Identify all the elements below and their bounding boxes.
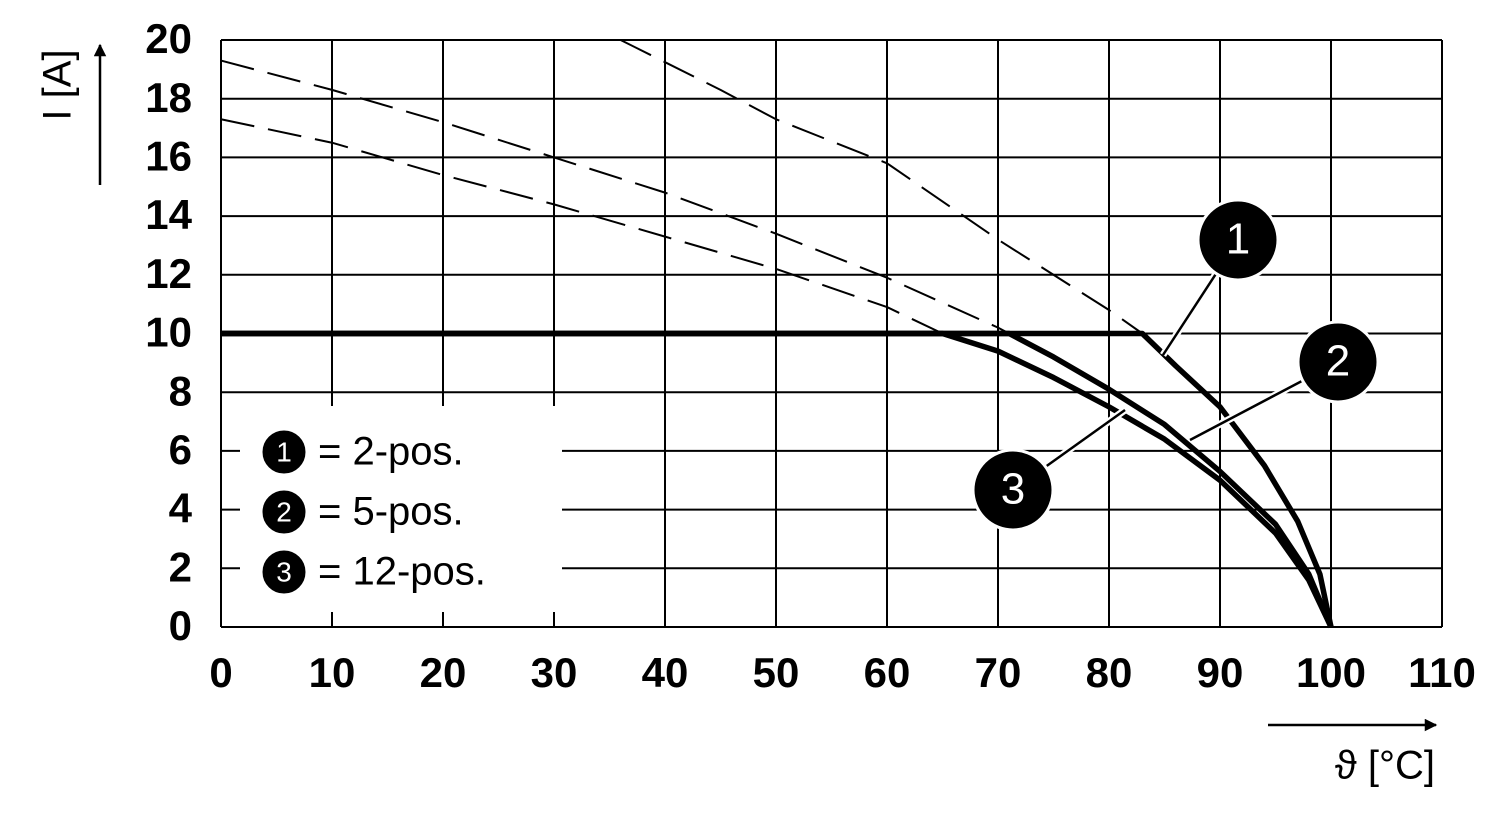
x-tick-label: 0 bbox=[209, 649, 232, 696]
y-tick-label: 14 bbox=[145, 191, 192, 238]
badge-label: 2 bbox=[1326, 337, 1350, 386]
badge bbox=[259, 487, 309, 537]
y-axis-title: I [A] bbox=[36, 49, 80, 120]
y-tick-label: 18 bbox=[145, 74, 192, 121]
y-tick-label: 16 bbox=[145, 132, 192, 179]
badge bbox=[1296, 320, 1380, 404]
x-tick-label: 60 bbox=[864, 649, 911, 696]
x-tick-label: 110 bbox=[1408, 649, 1476, 696]
derating-line bbox=[221, 330, 1334, 629]
x-tick-label: 80 bbox=[1086, 649, 1133, 696]
derating-line bbox=[221, 330, 1334, 628]
dashed-line bbox=[220, 59, 1010, 335]
badge-label: 2 bbox=[276, 496, 292, 527]
y-tick-label: 10 bbox=[145, 309, 192, 356]
x-tick-label: 40 bbox=[642, 649, 689, 696]
derating-line bbox=[221, 330, 1334, 629]
x-axis-title: ϑ [°C] bbox=[1335, 744, 1435, 788]
badge-label: 1 bbox=[1226, 215, 1250, 264]
y-tick-label: 2 bbox=[169, 543, 192, 590]
badge-label: 1 bbox=[276, 436, 292, 467]
x-tick-label: 10 bbox=[309, 649, 356, 696]
y-tick-label: 4 bbox=[169, 485, 193, 532]
x-tick-label: 50 bbox=[753, 649, 800, 696]
x-tick-label: 100 bbox=[1296, 649, 1366, 696]
legend-label: = 12-pos. bbox=[318, 550, 486, 594]
badge bbox=[259, 427, 309, 477]
legend-label: = 2-pos. bbox=[318, 430, 464, 474]
y-tick-label: 20 bbox=[145, 15, 192, 62]
badge bbox=[971, 448, 1055, 532]
x-tick-label: 70 bbox=[975, 649, 1022, 696]
legend-label: = 5-pos. bbox=[318, 490, 464, 534]
badge-label: 3 bbox=[1001, 465, 1025, 514]
y-tick-label: 0 bbox=[169, 602, 192, 649]
badge bbox=[259, 547, 309, 597]
x-tick-label: 20 bbox=[420, 649, 467, 696]
x-tick-label: 90 bbox=[1197, 649, 1244, 696]
y-tick-label: 6 bbox=[169, 426, 192, 473]
dashed-line bbox=[620, 39, 1143, 335]
y-tick-label: 8 bbox=[169, 367, 192, 414]
y-tick-label: 12 bbox=[145, 250, 192, 297]
badge-label: 3 bbox=[276, 556, 292, 587]
x-tick-label: 30 bbox=[531, 649, 578, 696]
badge bbox=[1196, 198, 1280, 282]
dashed-line bbox=[220, 118, 943, 335]
